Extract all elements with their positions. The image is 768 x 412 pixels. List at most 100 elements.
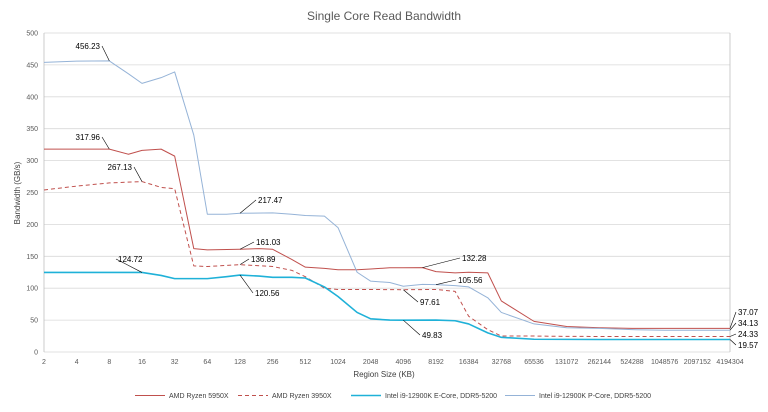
series-line-4 (43, 60, 730, 331)
annotation-5: 161.03 (239, 238, 281, 250)
x-tick-label: 32 (171, 359, 179, 366)
x-tick-label: 2097152 (684, 359, 711, 366)
x-tick-label: 2 (42, 359, 46, 366)
annotation-label: 267.13 (108, 163, 133, 172)
annotation-4: 217.47 (239, 196, 283, 214)
annotation-label: 161.03 (256, 238, 281, 247)
legend-item-4: Intel i9-12900K P-Core, DDR5-5200 (505, 393, 651, 400)
annotation-leader (729, 322, 737, 331)
legend-label: Intel i9-12900K P-Core, DDR5-5200 (539, 393, 651, 400)
annotation-leader (133, 166, 143, 182)
annotation-14: 34.13 (729, 319, 759, 331)
annotation-3: 267.13 (108, 163, 143, 182)
annotation-label: 217.47 (258, 196, 283, 205)
annotation-9: 132.28 (422, 254, 487, 268)
y-tick-label: 400 (26, 94, 38, 101)
annotation-label: 132.28 (462, 254, 487, 263)
x-tick-label: 524288 (620, 359, 643, 366)
annotation-leader (101, 136, 110, 150)
x-tick-label: 512 (299, 359, 311, 366)
annotation-label: 24.33 (738, 330, 759, 339)
annotation-7: 124.72 (115, 255, 143, 273)
annotation-leader (422, 257, 461, 268)
annotation-label: 124.72 (118, 255, 143, 264)
y-axis-title: Bandwidth (GB/s) (13, 161, 22, 224)
y-tick-label: 350 (26, 126, 38, 133)
x-tick-label: 1048576 (651, 359, 678, 366)
legend-item-2: AMD Ryzen 3950X (238, 393, 332, 400)
annotation-label: 34.13 (738, 319, 759, 328)
legend-item-1: AMD Ryzen 5950X (135, 393, 229, 400)
annotation-leader (239, 199, 257, 214)
annotation-label: 97.61 (420, 298, 441, 307)
annotation-leader (239, 258, 250, 265)
y-tick-label: 100 (26, 286, 38, 293)
series-line-2 (43, 181, 730, 337)
series-layer (43, 60, 730, 341)
x-tick-label: 1024 (330, 359, 346, 366)
annotation-leader (403, 289, 419, 303)
annotation-2: 317.96 (76, 133, 110, 150)
annotation-leader (115, 258, 143, 273)
y-tick-label: 200 (26, 222, 38, 229)
x-tick-label: 8 (107, 359, 111, 366)
x-tick-label: 8192 (428, 359, 444, 366)
annotation-label: 120.56 (255, 289, 280, 298)
y-tick-label: 450 (26, 62, 38, 69)
x-tick-label: 16 (138, 359, 146, 366)
x-tick-label: 4096 (396, 359, 412, 366)
annotation-leader (403, 319, 421, 336)
annotation-label: 136.89 (251, 255, 276, 264)
annotation-leader (729, 311, 737, 329)
annotation-label: 37.07 (738, 308, 759, 317)
x-axis-ticks: 2 4 8 16 32 64 128 256 512 1024 2048 4096 8192 16384 3… (42, 359, 744, 366)
annotation-12: 49.83 (403, 319, 443, 340)
grid (43, 32, 731, 353)
legend: AMD Ryzen 5950X AMD Ryzen 3950X Intel i9-1… (135, 393, 651, 400)
legend-label: AMD Ryzen 3950X (272, 393, 332, 400)
x-tick-label: 64 (203, 359, 211, 366)
x-tick-label: 32768 (492, 359, 512, 366)
annotation-10: 105.56 (435, 276, 483, 285)
legend-label: Intel i9-12900K E-Core, DDR5-5200 (385, 393, 497, 400)
annotation-leader (729, 333, 737, 337)
x-tick-label: 256 (267, 359, 279, 366)
x-tick-label: 2048 (363, 359, 379, 366)
annotation-leader (239, 274, 254, 294)
annotation-label: 456.23 (76, 42, 101, 51)
annotation-1: 456.23 (76, 42, 110, 62)
x-tick-label: 16384 (459, 359, 479, 366)
x-tick-label: 131072 (555, 359, 578, 366)
y-tick-label: 50 (30, 318, 38, 325)
annotation-15: 24.33 (729, 330, 759, 339)
y-tick-label: 300 (26, 158, 38, 165)
series-line-3 (44, 271, 730, 341)
x-axis-title: Region Size (KB) (353, 370, 415, 379)
series-line-1 (44, 148, 730, 329)
annotation-8: 120.56 (239, 274, 280, 298)
annotation-label: 49.83 (422, 331, 443, 340)
x-tick-label: 65536 (524, 359, 544, 366)
legend-item-3: Intel i9-12900K E-Core, DDR5-5200 (351, 393, 497, 400)
annotation-6: 136.89 (239, 255, 276, 265)
annotation-16: 19.57 (729, 339, 759, 350)
y-axis-ticks: 0 50 100 150 200 250 300 350 400 450 500 (26, 31, 38, 357)
chart-title: Single Core Read Bandwidth (307, 9, 461, 23)
legend-label: AMD Ryzen 5950X (169, 393, 229, 400)
annotation-leader (101, 45, 110, 62)
y-tick-label: 150 (26, 254, 38, 261)
annotation-13: 37.07 (729, 308, 759, 329)
y-tick-label: 0 (34, 350, 38, 357)
annotation-leader (435, 279, 457, 285)
x-tick-label: 4194304 (716, 359, 743, 366)
annotation-label: 317.96 (76, 133, 101, 142)
annotation-leader (729, 339, 737, 346)
annotation-label: 19.57 (738, 341, 759, 350)
x-tick-label: 4 (75, 359, 79, 366)
x-tick-label: 262144 (588, 359, 611, 366)
annotation-leader (239, 241, 255, 250)
annotation-11: 97.61 (403, 289, 441, 307)
y-tick-label: 500 (26, 31, 38, 38)
